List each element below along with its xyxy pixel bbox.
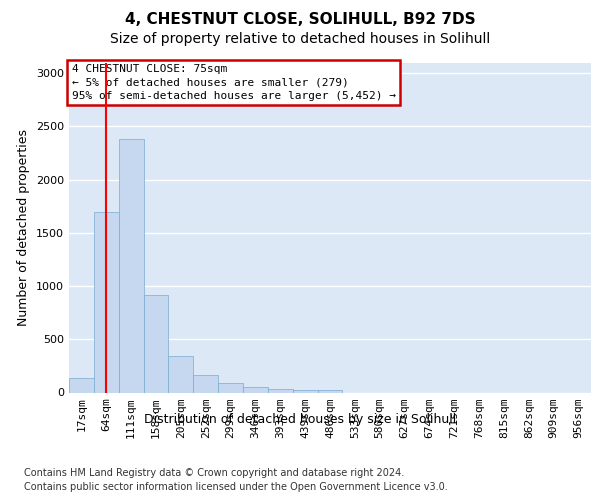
Bar [293, 390, 317, 392]
Y-axis label: Number of detached properties: Number of detached properties [17, 129, 31, 326]
Bar [94, 212, 119, 392]
Text: Distribution of detached houses by size in Solihull: Distribution of detached houses by size … [144, 412, 456, 426]
Bar [317, 390, 343, 392]
Bar [143, 294, 169, 392]
Text: Contains public sector information licensed under the Open Government Licence v3: Contains public sector information licen… [24, 482, 448, 492]
Text: 4 CHESTNUT CLOSE: 75sqm
← 5% of detached houses are smaller (279)
95% of semi-de: 4 CHESTNUT CLOSE: 75sqm ← 5% of detached… [71, 64, 395, 100]
Bar [243, 386, 268, 392]
Text: 4, CHESTNUT CLOSE, SOLIHULL, B92 7DS: 4, CHESTNUT CLOSE, SOLIHULL, B92 7DS [125, 12, 475, 28]
Bar [119, 139, 143, 392]
Bar [268, 389, 293, 392]
Text: Contains HM Land Registry data © Crown copyright and database right 2024.: Contains HM Land Registry data © Crown c… [24, 468, 404, 477]
Bar [69, 378, 94, 392]
Bar [193, 376, 218, 392]
Bar [169, 356, 193, 393]
Text: Size of property relative to detached houses in Solihull: Size of property relative to detached ho… [110, 32, 490, 46]
Bar [218, 384, 243, 392]
